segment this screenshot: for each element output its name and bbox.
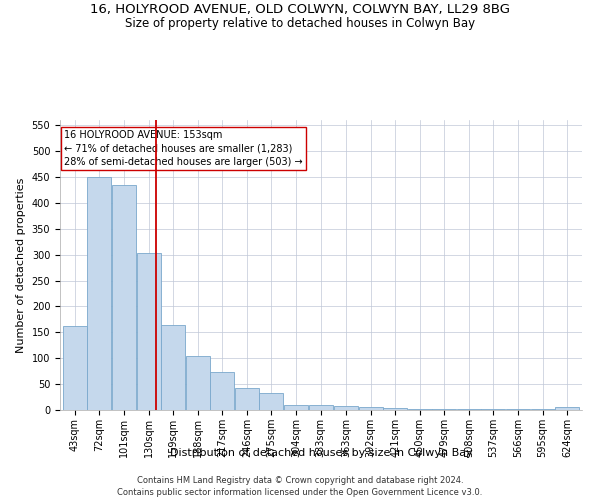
Bar <box>63 326 87 410</box>
Y-axis label: Number of detached properties: Number of detached properties <box>16 178 26 352</box>
Bar <box>555 408 579 410</box>
Bar <box>530 409 554 410</box>
Bar <box>308 405 332 410</box>
Text: Size of property relative to detached houses in Colwyn Bay: Size of property relative to detached ho… <box>125 18 475 30</box>
Bar <box>481 409 505 410</box>
Bar <box>259 393 283 410</box>
Bar <box>211 372 234 410</box>
Bar <box>235 388 259 410</box>
Text: 16, HOLYROOD AVENUE, OLD COLWYN, COLWYN BAY, LL29 8BG: 16, HOLYROOD AVENUE, OLD COLWYN, COLWYN … <box>90 2 510 16</box>
Bar <box>383 408 407 410</box>
Bar <box>359 408 383 410</box>
Bar <box>161 324 185 410</box>
Bar <box>408 409 431 410</box>
Text: Distribution of detached houses by size in Colwyn Bay: Distribution of detached houses by size … <box>170 448 472 458</box>
Bar <box>506 409 530 410</box>
Bar <box>112 184 136 410</box>
Bar <box>284 405 308 410</box>
Text: Contains public sector information licensed under the Open Government Licence v3: Contains public sector information licen… <box>118 488 482 497</box>
Bar <box>88 177 112 410</box>
Bar <box>186 356 209 410</box>
Bar <box>334 406 358 410</box>
Text: Contains HM Land Registry data © Crown copyright and database right 2024.: Contains HM Land Registry data © Crown c… <box>137 476 463 485</box>
Text: 16 HOLYROOD AVENUE: 153sqm
← 71% of detached houses are smaller (1,283)
28% of s: 16 HOLYROOD AVENUE: 153sqm ← 71% of deta… <box>64 130 303 167</box>
Bar <box>457 409 481 410</box>
Bar <box>433 409 456 410</box>
Bar <box>137 253 161 410</box>
